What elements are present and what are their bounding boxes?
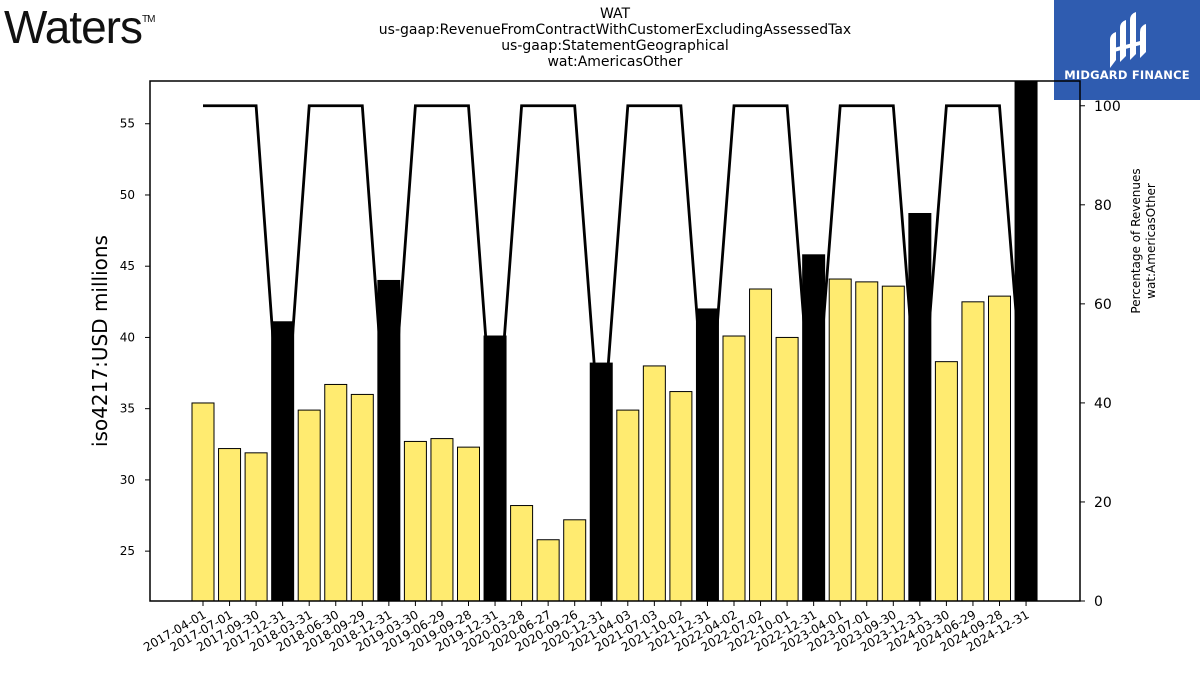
quarter-bar [828,278,852,602]
annual-bar [589,362,613,602]
y2-tick-label: 60 [1094,297,1112,313]
annual-bar [802,254,826,602]
y2-axis-label-sub: wat:AmericasOther [1144,183,1158,299]
y2-tick-label: 100 [1094,99,1121,115]
quarter-bar [722,335,746,602]
quarter-bar [350,393,374,602]
annual-bar [908,212,932,602]
quarter-bar [616,409,640,602]
quarter-bar [457,446,480,602]
percentage-line [203,104,1028,473]
title-line-4: wat:AmericasOther [547,54,683,70]
chart-title: WAT us-gaap:RevenueFromContractWithCusto… [315,6,915,70]
quarter-bar [536,539,560,602]
y2-axis-label: Percentage of Revenues [1129,168,1143,313]
quarter-bar [749,288,773,602]
quarter-bar [881,285,905,602]
y2-tick-label: 20 [1094,495,1112,511]
quarter-bar [218,448,242,602]
quarter-bar [191,402,215,602]
waters-logo: WatersTM [4,1,155,53]
quarter-bar [775,336,799,602]
y-tick-label: 55 [120,117,135,131]
y-tick-label: 50 [120,188,135,202]
y-tick-label: 35 [120,402,135,416]
title-line-3: us-gaap:StatementGeographical [501,38,729,54]
quarter-bar [855,281,879,602]
quarter-bar [961,301,985,602]
quarter-bar [988,295,1011,602]
quarter-bar [430,438,454,602]
quarter-bar [669,391,693,602]
midgard-logo-icon [1110,12,1146,68]
y2-tick-label: 80 [1094,198,1112,214]
y-tick-label: 40 [120,330,135,344]
y2-tick-label: 0 [1094,594,1103,610]
brand-name: MIDGARD FINANCE [1064,68,1190,82]
quarter-bar [297,409,321,602]
title-line-2: us-gaap:RevenueFromContractWithCustomerE… [378,22,852,38]
y-tick-label: 25 [120,544,135,558]
quarter-bar [642,365,666,602]
y-tick-label: 30 [120,473,135,487]
midgard-finance-logo: MIDGARD FINANCE [1054,0,1200,100]
quarter-bar [324,383,348,602]
quarter-bar [510,505,534,602]
quarter-bar [403,440,427,602]
quarter-bar [563,519,587,602]
trademark-symbol: TM [141,14,155,25]
plot-frame [149,80,1081,602]
quarter-bar [934,361,958,602]
quarter-bar [244,452,268,602]
y-axis-label: iso4217:USD millions [88,235,112,447]
y-tick-label: 45 [120,259,135,273]
title-line-1: WAT [599,6,631,22]
y2-tick-label: 40 [1094,396,1112,412]
annual-bar [377,279,401,602]
